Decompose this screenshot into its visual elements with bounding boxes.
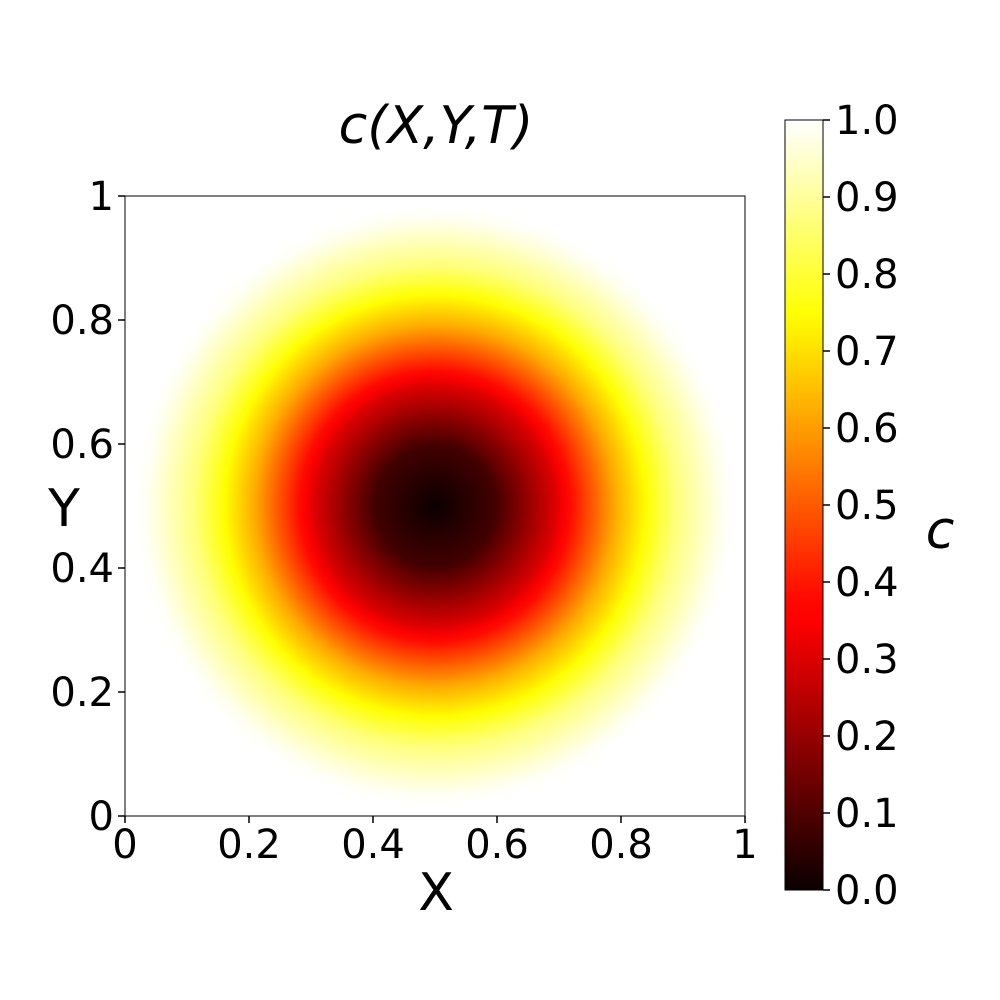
chart-title: c(X,Y,T) <box>339 96 534 156</box>
y-tick-label: 0.4 <box>50 546 114 592</box>
colorbar-tick-label: 0.5 <box>835 483 899 529</box>
x-tick-label: 0.6 <box>465 822 529 868</box>
plot-area <box>124 195 746 817</box>
colorbar-tick-label: 0.3 <box>835 637 899 683</box>
y-tick-label: 0 <box>89 794 114 840</box>
colorbar-tick-label: 0.7 <box>835 329 899 375</box>
y-axis-label: Y <box>47 479 80 539</box>
colorbar-tick-label: 0.8 <box>835 252 899 298</box>
colorbar-tick-label: 0.6 <box>835 406 899 452</box>
colorbar-tick-label: 1.0 <box>835 98 899 144</box>
colorbar-tick-label: 0.4 <box>835 560 899 606</box>
x-axis-label: X <box>418 863 454 923</box>
x-tick-label: 0 <box>112 822 137 868</box>
colorbar-tick-label: 0.1 <box>835 791 899 837</box>
y-tick-label: 0.6 <box>50 422 114 468</box>
y-tick-label: 0.8 <box>50 298 114 344</box>
colorbar-gradient <box>785 120 823 890</box>
x-axis: 0 0.2 0.4 0.6 0.8 1 <box>112 816 758 868</box>
x-tick-label: 0.8 <box>589 822 653 868</box>
colorbar-tick-label: 0.2 <box>835 714 899 760</box>
colorbar-label: c <box>926 501 955 561</box>
colorbar-ticks: 0.0 0.1 0.2 0.3 0.4 0.5 0.6 0.7 0.8 0.9 1.0 <box>823 98 899 914</box>
x-tick-label: 0.4 <box>341 822 405 868</box>
x-tick-label: 1 <box>732 822 757 868</box>
colorbar-tick-label: 0.9 <box>835 175 899 221</box>
plot-frame <box>124 195 746 817</box>
y-tick-label: 0.2 <box>50 670 114 716</box>
colorbar-tick-label: 0.0 <box>835 868 899 914</box>
heatmap-field <box>134 205 736 807</box>
y-tick-label: 1 <box>89 174 114 220</box>
colorbar: 0.0 0.1 0.2 0.3 0.4 0.5 0.6 0.7 0.8 0.9 1.0 <box>784 98 899 914</box>
x-tick-label: 0.2 <box>217 822 281 868</box>
y-axis: 0 0.2 0.4 0.6 0.8 1 <box>50 174 125 840</box>
